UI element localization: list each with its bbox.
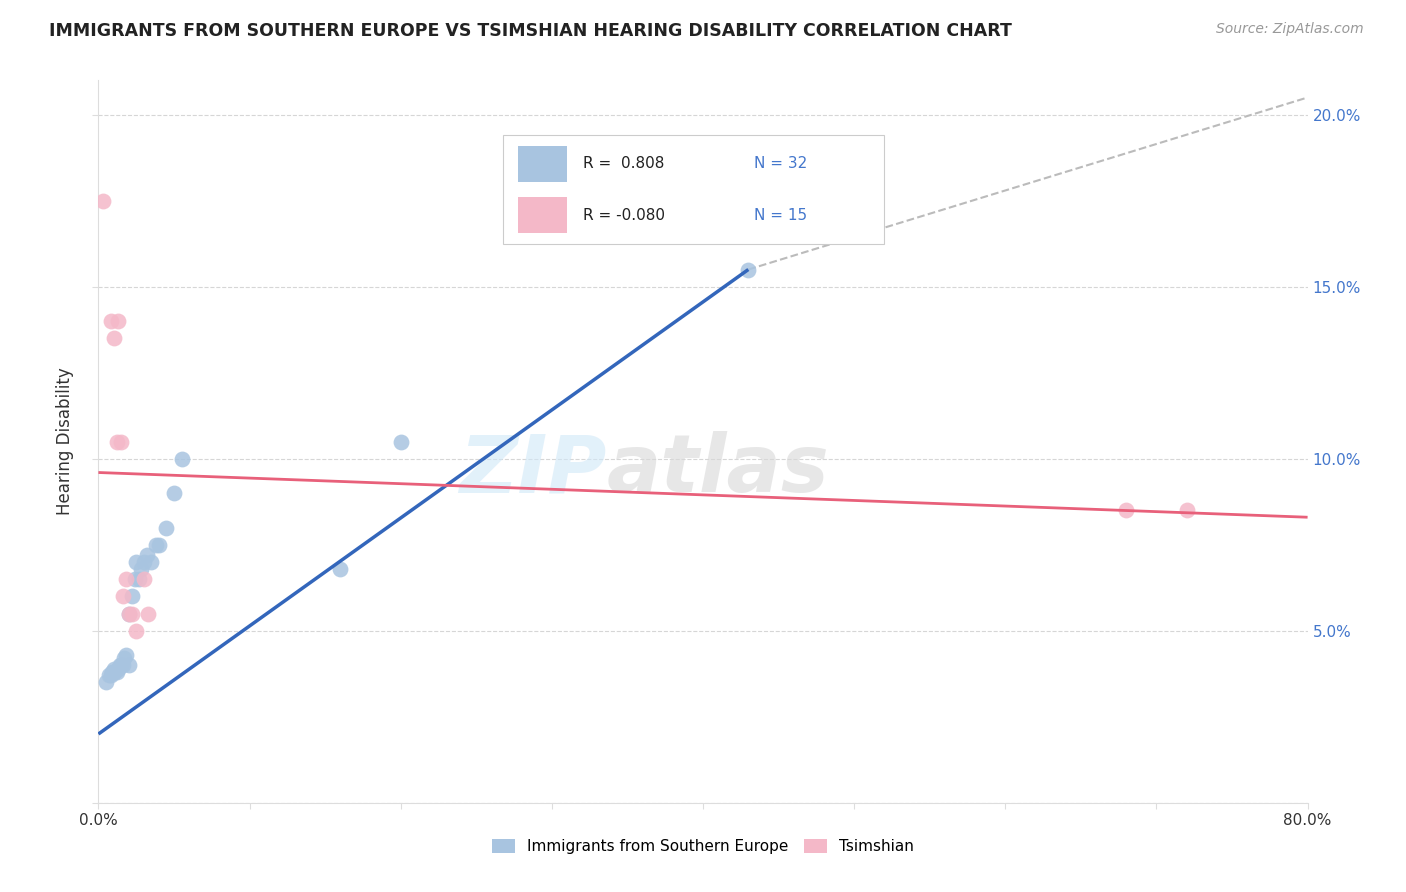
Point [108, 658, 131, 673]
Point [128, 572, 150, 586]
Point [136, 607, 159, 621]
Text: R =  0.808: R = 0.808 [582, 156, 664, 171]
Point [145, 538, 167, 552]
Point [132, 572, 155, 586]
Point [170, 451, 193, 466]
Point [118, 607, 141, 621]
Text: R = -0.080: R = -0.080 [582, 208, 665, 223]
Text: N = 32: N = 32 [755, 156, 807, 171]
Text: atlas: atlas [606, 432, 830, 509]
Point [125, 624, 148, 638]
Text: Source: ZipAtlas.com: Source: ZipAtlas.com [1216, 22, 1364, 37]
Point [121, 590, 143, 604]
Point [105, 665, 128, 679]
Point [94, 675, 117, 690]
Text: ZIP: ZIP [458, 432, 606, 509]
Point [135, 548, 157, 562]
Point [107, 662, 129, 676]
Point [121, 607, 143, 621]
Point [105, 434, 128, 449]
Legend: Immigrants from Southern Europe, Tsimshian: Immigrants from Southern Europe, Tsimshi… [486, 833, 920, 860]
Point [163, 486, 186, 500]
Point [107, 314, 129, 328]
Point [98, 668, 121, 682]
Point [112, 651, 135, 665]
Point [100, 314, 122, 328]
Bar [517, 197, 568, 234]
Point [1175, 503, 1198, 517]
Point [110, 658, 132, 673]
Point [389, 434, 412, 449]
Point [114, 572, 136, 586]
Point [114, 648, 136, 662]
Point [103, 662, 125, 676]
Point [101, 665, 124, 679]
Text: N = 15: N = 15 [755, 208, 807, 223]
Point [111, 590, 134, 604]
Point [103, 665, 125, 679]
Point [118, 607, 141, 621]
Point [737, 262, 759, 277]
Point [141, 555, 163, 569]
Point [103, 665, 125, 679]
Point [132, 555, 155, 569]
Point [329, 562, 352, 576]
Point [111, 658, 134, 673]
Bar [517, 145, 568, 182]
Point [1115, 503, 1137, 517]
Point [91, 194, 114, 208]
Point [155, 520, 177, 534]
Point [129, 562, 152, 576]
Y-axis label: Hearing Disability: Hearing Disability [56, 368, 75, 516]
FancyBboxPatch shape [503, 135, 884, 244]
Point [110, 434, 132, 449]
Point [125, 555, 148, 569]
Point [118, 658, 141, 673]
Text: IMMIGRANTS FROM SOUTHERN EUROPE VS TSIMSHIAN HEARING DISABILITY CORRELATION CHAR: IMMIGRANTS FROM SOUTHERN EUROPE VS TSIMS… [49, 22, 1012, 40]
Point [103, 331, 125, 345]
Point [148, 538, 170, 552]
Point [124, 572, 146, 586]
Point [100, 668, 122, 682]
